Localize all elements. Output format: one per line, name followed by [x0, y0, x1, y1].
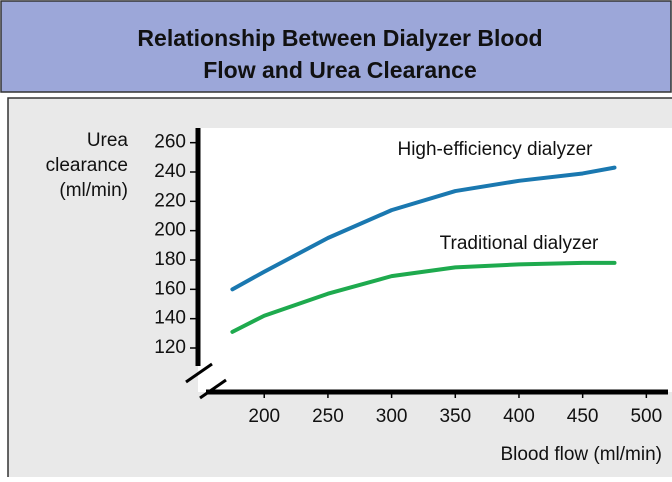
line-series — [230, 165, 617, 292]
x-tick-label: 400 — [503, 406, 535, 427]
y-tick-label: 200 — [154, 220, 186, 241]
line-series — [230, 260, 617, 334]
y-tick-label: 180 — [154, 249, 186, 270]
chart-title: Relationship Between Dialyzer Blood — [137, 25, 542, 51]
x-tick-label: 350 — [439, 406, 471, 427]
plot-area — [198, 128, 672, 392]
x-tick-label: 250 — [312, 406, 344, 427]
y-axis-label: clearance — [46, 155, 128, 176]
x-tick-label: 500 — [630, 406, 662, 427]
x-tick-label: 200 — [248, 406, 280, 427]
y-axis-label: Urea — [87, 130, 129, 151]
y-tick-label: 220 — [154, 190, 186, 211]
y-axis-label: (ml/min) — [59, 180, 128, 201]
series-label: High-efficiency dialyzer — [397, 139, 593, 160]
axis-break — [185, 362, 213, 384]
y-tick-label: 120 — [154, 337, 186, 358]
x-tick-label: 450 — [567, 406, 599, 427]
x-axis-label: Blood flow (ml/min) — [500, 444, 662, 465]
y-tick-label: 140 — [154, 308, 186, 329]
y-tick-label: 260 — [154, 132, 186, 153]
series-label: Traditional dialyzer — [440, 233, 599, 254]
axis-break — [199, 378, 227, 400]
y-tick-label: 160 — [154, 278, 186, 299]
title-box — [0, 0, 672, 93]
y-tick-label: 240 — [154, 161, 186, 182]
chart-title: Flow and Urea Clearance — [203, 57, 477, 83]
x-tick-label: 300 — [376, 406, 408, 427]
